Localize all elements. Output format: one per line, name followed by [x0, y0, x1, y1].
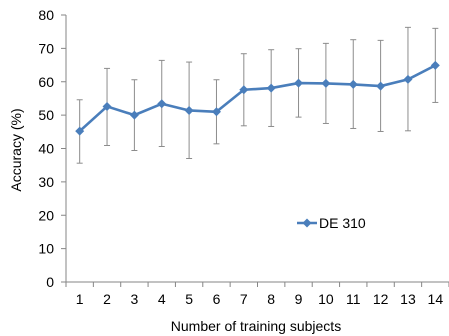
- y-tick-label: 0: [46, 274, 54, 290]
- series-markers: [75, 60, 440, 136]
- x-tick-label: 10: [318, 291, 334, 307]
- x-tick-label: 11: [346, 291, 361, 307]
- data-point: [266, 83, 276, 93]
- x-tick-label: 7: [240, 291, 248, 307]
- data-point: [376, 81, 386, 91]
- y-tick-label: 60: [38, 74, 54, 90]
- x-tick-label: 14: [428, 291, 444, 307]
- y-tick-label: 10: [38, 241, 54, 257]
- legend: DE 310: [297, 215, 366, 231]
- y-tick-label: 80: [38, 7, 54, 23]
- error-bars: [76, 26, 439, 164]
- data-point: [75, 126, 85, 136]
- x-tick-label: 1: [76, 291, 84, 307]
- x-tick-label: 6: [213, 291, 221, 307]
- data-point: [157, 99, 167, 109]
- data-point: [211, 107, 221, 117]
- series-line-de-310: [78, 64, 436, 133]
- x-axis-ticks: 1 2 3 4 5 6 7 8 9 10 11 12 13 14: [65, 282, 449, 307]
- data-point: [403, 74, 413, 84]
- x-tick-label: 4: [158, 291, 166, 307]
- y-axis-ticks: 0 10 20 30 40 50 60 70 80: [38, 7, 66, 290]
- data-point: [348, 79, 358, 89]
- data-point: [239, 85, 249, 95]
- x-tick-label: 2: [103, 291, 111, 307]
- data-point: [294, 78, 304, 88]
- y-tick-label: 50: [38, 107, 54, 123]
- y-axis-title: Accuracy (%): [8, 108, 24, 191]
- y-tick-label: 20: [38, 207, 54, 223]
- x-axis-title: Number of training subjects: [171, 318, 341, 334]
- x-tick-label: 13: [400, 291, 416, 307]
- data-point: [102, 101, 112, 111]
- y-tick-label: 70: [38, 40, 54, 56]
- y-tick-label: 40: [38, 141, 54, 157]
- data-point: [129, 110, 139, 120]
- x-tick-label: 3: [130, 291, 138, 307]
- data-point: [184, 105, 194, 115]
- y-tick-label: 30: [38, 174, 54, 190]
- legend-label: DE 310: [319, 215, 366, 231]
- x-tick-label: 5: [185, 291, 193, 307]
- x-tick-label: 9: [295, 291, 303, 307]
- x-tick-label: 8: [267, 291, 275, 307]
- data-point: [321, 78, 331, 88]
- data-point: [430, 60, 440, 70]
- legend-marker-swatch: [302, 218, 312, 228]
- x-tick-label: 12: [373, 291, 389, 307]
